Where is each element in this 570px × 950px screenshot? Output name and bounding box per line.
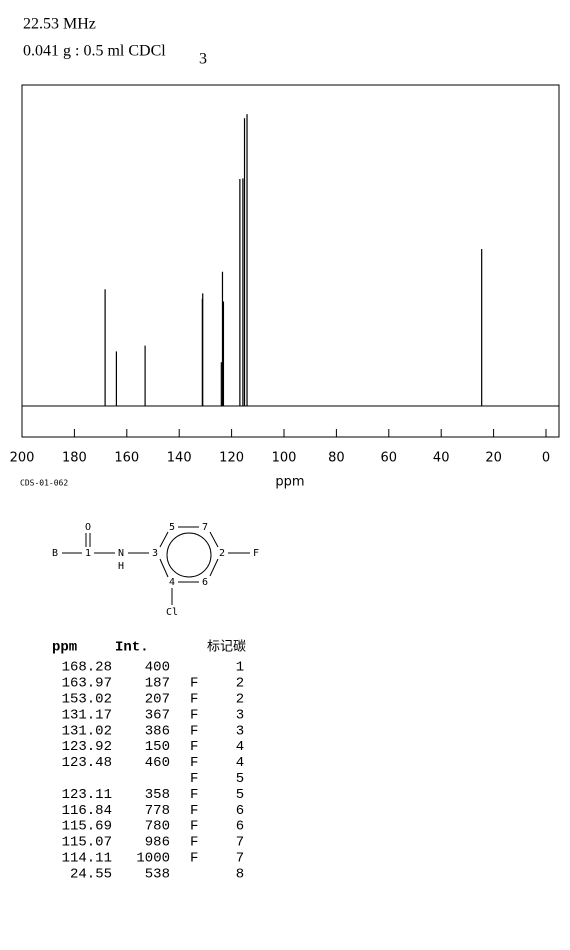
table-cell: 115.07 [62,835,112,851]
table-header: ppm [52,640,77,656]
atom-label: Cl [166,607,178,618]
atom-label: F [253,548,259,559]
x-tick-label: 60 [381,451,398,466]
table-cell: F [190,723,198,739]
table-cell: 24.55 [70,866,112,882]
table-cell: 8 [236,866,244,882]
x-tick-label: 180 [62,451,87,466]
table-cell: 367 [145,707,170,723]
table-cell: F [190,692,198,708]
table-cell: 460 [145,755,170,771]
table-cell: 4 [236,739,244,755]
table-cell: 2 [236,676,244,692]
table-cell: 986 [145,835,170,851]
table-cell: 131.02 [62,723,112,739]
table-cell: 780 [145,819,170,835]
table-cell: 3 [236,723,244,739]
table-header: 标记碳 [207,640,246,655]
table-cell: 2 [236,692,244,708]
atom-label: H [118,561,124,572]
table-cell: F [190,803,198,819]
frequency: 22.53 MHz [23,16,96,33]
table-cell: 114.11 [62,851,112,867]
table-cell: 400 [145,660,170,676]
table-cell: 5 [236,771,244,787]
table-cell: 116.84 [62,803,112,819]
atom-label: 2 [219,548,225,559]
sample-subscript: 3 [199,51,207,68]
table-cell: 150 [145,739,170,755]
atom-label: N [118,548,124,559]
x-tick-label: 0 [542,451,550,466]
atom-label: B [52,548,58,559]
table-cell: 6 [236,819,244,835]
table-cell: 386 [145,723,170,739]
table-cell: 7 [236,851,244,867]
x-tick-label: 160 [114,451,139,466]
table-cell: 358 [145,787,170,803]
x-axis-label: ppm [275,475,304,490]
table-cell: 123.11 [62,787,112,803]
table-cell: F [190,819,198,835]
table-cell: 538 [145,866,170,882]
table-cell: 163.97 [62,676,112,692]
atom-label: 6 [202,577,208,588]
atom-label: 3 [152,548,158,559]
table-cell: 4 [236,755,244,771]
table-cell: 1 [236,660,244,676]
code: CDS-01-062 [20,479,68,488]
plot-frame [21,84,560,438]
table-cell: F [190,851,198,867]
table-cell: F [190,835,198,851]
atom-label: 7 [202,522,208,533]
table-cell: F [190,787,198,803]
table-cell: 207 [145,692,170,708]
atom-label: 4 [169,577,175,588]
table-cell: 5 [236,787,244,803]
atom-label: 5 [169,522,175,533]
table-cell: F [190,771,198,787]
x-tick-label: 80 [328,451,345,466]
table-cell: 1000 [136,851,170,867]
table-cell: 187 [145,676,170,692]
x-tick-label: 120 [219,451,244,466]
table-cell: 7 [236,835,244,851]
x-tick-label: 20 [485,451,502,466]
sample: 0.041 g : 0.5 ml CDCl [23,43,166,60]
table-cell: F [190,739,198,755]
x-tick-label: 40 [433,451,450,466]
table-cell: 6 [236,803,244,819]
table-cell: 168.28 [62,660,112,676]
table-cell: F [190,755,198,771]
table-cell: 153.02 [62,692,112,708]
table-cell: 778 [145,803,170,819]
table-cell: F [190,707,198,723]
x-tick-label: 140 [167,451,192,466]
x-tick-label: 100 [272,451,297,466]
atom-label: 1 [85,548,91,559]
structure-bonds [62,526,250,605]
table-cell: 3 [236,707,244,723]
table-cell: 123.92 [62,739,112,755]
table-cell: 123.48 [62,755,112,771]
x-tick-label: 200 [10,451,35,466]
table-cell: 115.69 [62,819,112,835]
table-cell: 131.17 [62,707,112,723]
table-cell: F [190,676,198,692]
atom-label: O [85,522,91,533]
table-header: Int. [115,640,149,656]
